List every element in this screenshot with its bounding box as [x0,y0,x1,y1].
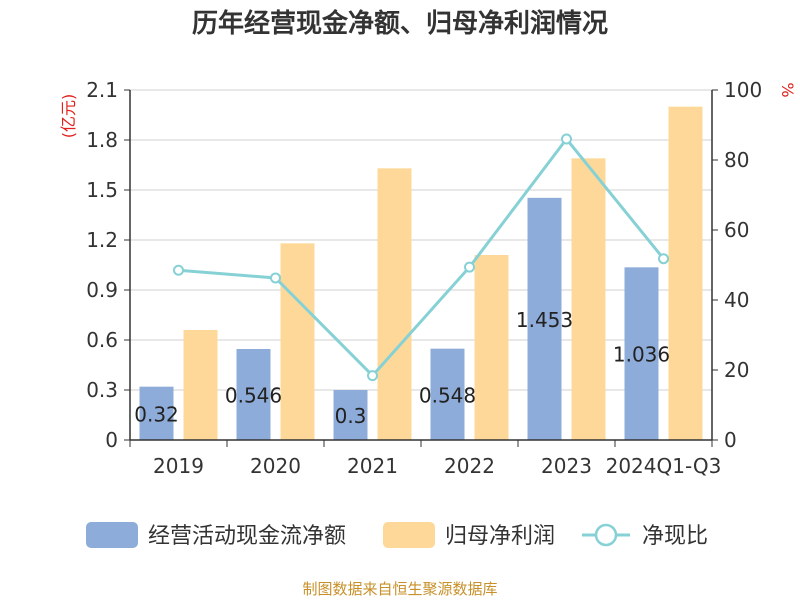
x-tick-label: 2023 [541,454,592,478]
cash-flow-bar [333,390,368,440]
ratio-line [173,133,669,382]
right-tick-label: 0 [724,428,737,452]
legend: 经营活动现金流净额 归母净利润 净现比 [86,522,708,549]
left-tick-label: 1.2 [86,228,118,252]
ratio-point [367,370,378,382]
cash-flow-bar [430,348,465,440]
net-profit-bar [668,106,703,441]
cash-flow-label: 1.036 [613,343,670,367]
x-tick-label: 2024Q1-Q3 [606,454,722,478]
legend-label-ratio: 净现比 [642,524,708,549]
cash-flow-label: 0.546 [225,384,282,408]
left-tick-label: 0.3 [86,378,118,402]
grid-lines [130,89,712,441]
legend-swatch-ratio-marker [594,523,618,547]
ratio-point [561,133,572,145]
cash-flow-bar [527,197,562,440]
right-tick-label: 80 [724,148,749,172]
x-tick-label: 2021 [347,454,398,478]
left-tick-label: 0.9 [86,278,118,302]
left-tick-label: 0.6 [86,328,118,352]
ratio-point [173,264,184,276]
right-tick-label: 60 [724,218,749,242]
cash-flow-bar [624,267,659,440]
x-tick-label: 2020 [250,454,301,478]
legend-label-cash-flow: 经营活动现金流净额 [148,524,346,549]
left-tick-label: 2.1 [86,78,118,102]
right-axis-unit: % [778,82,797,97]
net-profit-bar [377,168,412,441]
left-axis-unit: (亿元) [59,94,78,139]
net-profit-bar [571,158,606,441]
cash-flow-label: 1.453 [516,308,573,332]
ratio-point [658,253,669,265]
right-tick-label: 20 [724,358,749,382]
right-tick-label: 100 [724,78,762,102]
net-profit-bar [280,243,315,440]
bars [139,106,703,441]
cash-flow-bar [139,386,174,440]
data-source: 制图数据来自恒生聚源数据库 [302,580,497,598]
net-profit-bar [183,330,218,440]
cash-flow-label: 0.3 [335,404,367,428]
cash-flow-label: 0.32 [134,402,179,426]
ratio-line-path [178,136,665,378]
legend-swatch-cash-flow [86,522,138,548]
x-tick-label: 2019 [153,454,204,478]
left-tick-label: 0 [105,428,118,452]
chart-title: 历年经营现金净额、归母净利润情况 [192,8,608,39]
legend-label-net-profit: 归母净利润 [445,524,555,549]
legend-swatch-net-profit [383,522,435,548]
right-tick-label: 40 [724,288,749,312]
ratio-point [464,261,475,273]
cash-flow-bar [236,349,271,440]
ratio-point [270,272,281,284]
x-tick-label: 2022 [444,454,495,478]
left-tick-label: 1.8 [86,128,118,152]
axes: 0 0.3 0.6 0.9 1.2 1.5 1.8 2.1 0 20 40 60 80 100 2019 20… [86,78,762,478]
cash-flow-label: 0.548 [419,383,476,407]
left-tick-label: 1.5 [86,178,118,202]
net-profit-bar [474,255,509,440]
data-labels: 0.32 0.546 0.3 0.548 1.453 1.036 [134,308,670,428]
